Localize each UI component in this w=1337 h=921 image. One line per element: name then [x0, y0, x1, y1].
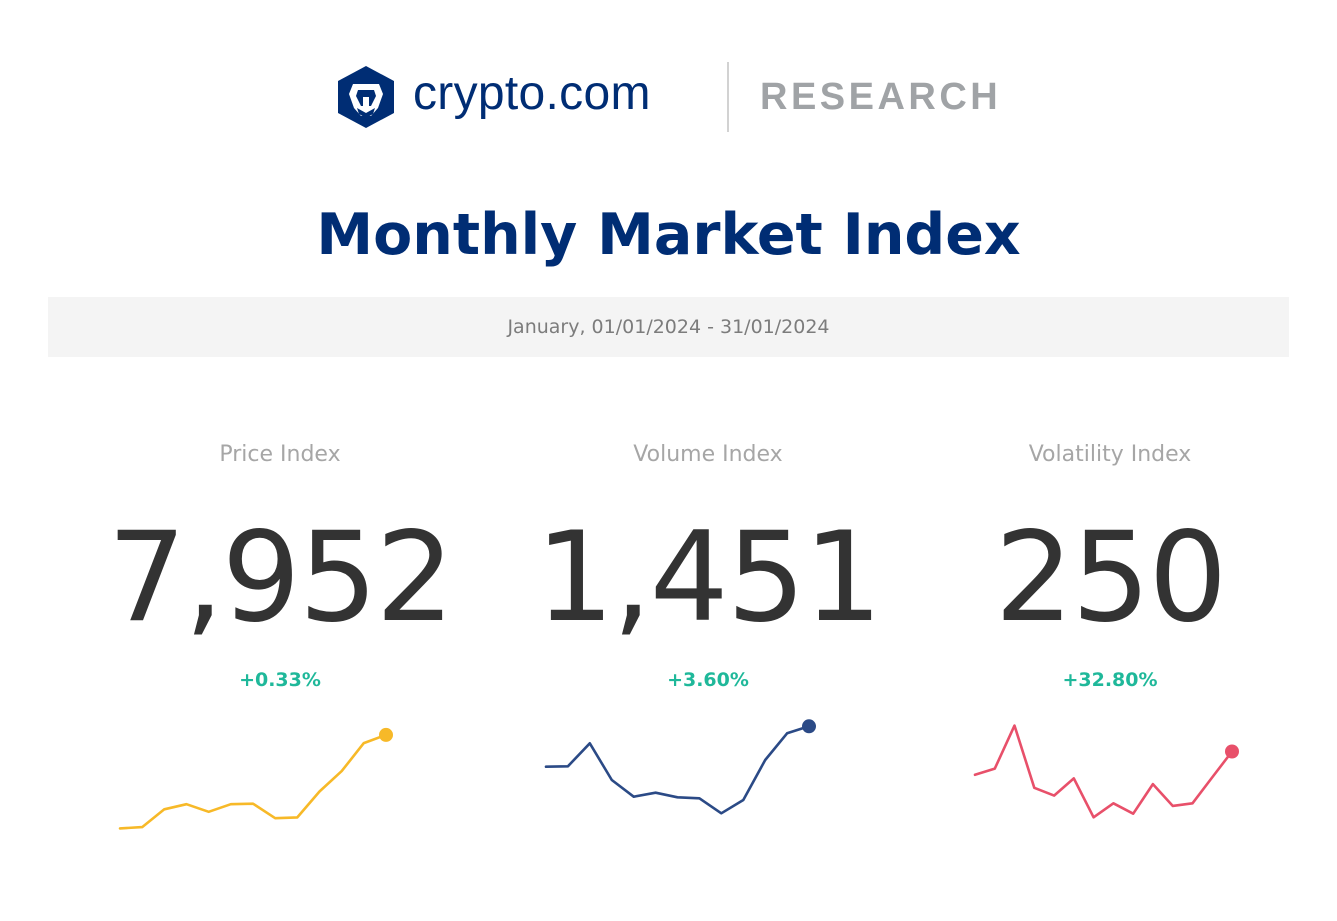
volatility-index-change: +32.80% — [1062, 669, 1158, 691]
research-label: RESEARCH — [760, 76, 1002, 118]
volume-index-value: 1,451 — [535, 506, 883, 650]
sparkline-end-marker — [1225, 744, 1239, 759]
page-title: Monthly Market Index — [316, 202, 1021, 268]
volume-sparkline — [544, 719, 816, 815]
volume-index-card: Volume Index 1,451 +3.60% — [498, 430, 918, 870]
volume-index-change: +3.60% — [667, 669, 749, 691]
price-index-value: 7,952 — [107, 506, 455, 650]
lion-shield-icon — [338, 66, 394, 128]
price-index-label: Price Index — [219, 442, 341, 467]
volatility-index-label: Volatility Index — [1028, 442, 1192, 467]
sparkline-end-marker — [379, 727, 393, 742]
date-bar: January, 01/01/2024 - 31/01/2024 — [48, 297, 1289, 357]
price-sparkline — [118, 727, 393, 830]
sparkline-end-marker — [802, 719, 816, 734]
header: crypto.com RESEARCH — [0, 58, 1337, 136]
volatility-index-card: Volatility Index 250 +32.80% — [900, 430, 1320, 870]
price-index-change: +0.33% — [239, 669, 321, 691]
brand-name: crypto.com — [413, 67, 651, 120]
date-range: January, 01/01/2024 - 31/01/2024 — [507, 316, 830, 338]
price-index-card: Price Index 7,952 +0.33% — [70, 430, 490, 870]
volatility-index-value: 250 — [994, 506, 1228, 650]
volatility-sparkline — [973, 724, 1239, 819]
volume-index-label: Volume Index — [633, 442, 783, 467]
sparkline-series-line — [973, 724, 1234, 819]
sparkline-series-line — [544, 724, 811, 815]
header-divider — [727, 62, 729, 132]
sparkline-series-line — [118, 733, 388, 830]
